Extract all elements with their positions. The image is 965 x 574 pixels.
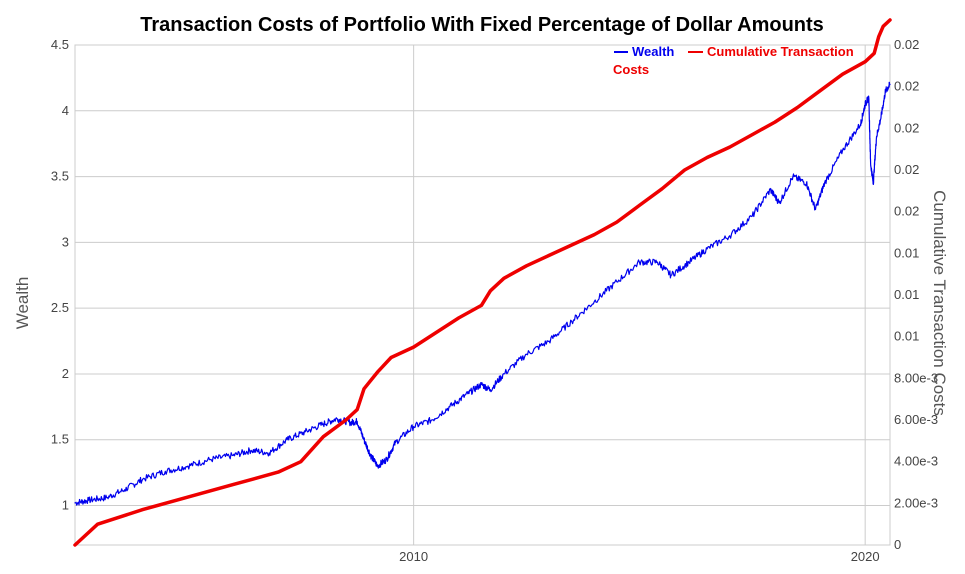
x-ticks: 2010 2020 (399, 549, 879, 564)
y-right-axis-label: Cumulative Transaction Costs (930, 190, 949, 416)
y-left-tick-label: 3.5 (51, 169, 69, 184)
y-left-axis-label: Wealth (13, 277, 32, 330)
legend: Wealth Cumulative Transaction Costs (613, 44, 857, 77)
cost-series-line (73, 18, 892, 547)
plot-area (74, 44, 891, 546)
legend-cost-label: Cumulative Transaction Costs (613, 44, 857, 77)
y-right-tick-label: 8.00e-3 (894, 370, 938, 385)
x-tick-label: 2020 (851, 549, 880, 564)
series-line (73, 18, 892, 547)
y-left-tick-label: 2 (62, 366, 69, 381)
y-left-tick-label: 2.5 (51, 300, 69, 315)
y-left-tick-label: 4 (62, 103, 69, 118)
wealth-series-line (74, 81, 891, 506)
chart-title: Transaction Costs of Portfolio With Fixe… (140, 14, 824, 36)
y-right-tick-label: 0.02 (894, 120, 919, 135)
y-right-tick-label: 0 (894, 537, 901, 552)
y-right-tick-label: 0.01 (894, 329, 919, 344)
y-right-tick-label: 0.02 (894, 37, 919, 52)
y-right-ticks: 0 2.00e-3 4.00e-3 6.00e-3 8.00e-3 0.01 0.01 0.0… (894, 37, 938, 552)
y-right-tick-label: 6.00e-3 (894, 412, 938, 427)
y-left-tick-label: 4.5 (51, 37, 69, 52)
y-right-tick-label: 0.01 (894, 245, 919, 260)
y-right-tick-label: 0.02 (894, 79, 919, 94)
y-right-tick-label: 4.00e-3 (894, 454, 938, 469)
y-left-ticks: 1 1.5 2 2.5 3 3.5 4 4.5 (51, 37, 69, 513)
y-right-tick-label: 0.01 (894, 287, 919, 302)
series-line (74, 81, 891, 506)
grid (75, 44, 890, 545)
y-left-tick-label: 1 (62, 498, 69, 513)
y-left-tick-label: 1.5 (51, 432, 69, 447)
y-left-tick-label: 3 (62, 234, 69, 249)
x-tick-label: 2010 (399, 549, 428, 564)
y-right-tick-label: 0.02 (894, 162, 919, 177)
y-right-tick-label: 2.00e-3 (894, 495, 938, 510)
y-right-tick-label: 0.02 (894, 204, 919, 219)
legend-wealth-label: Wealth (632, 44, 674, 59)
